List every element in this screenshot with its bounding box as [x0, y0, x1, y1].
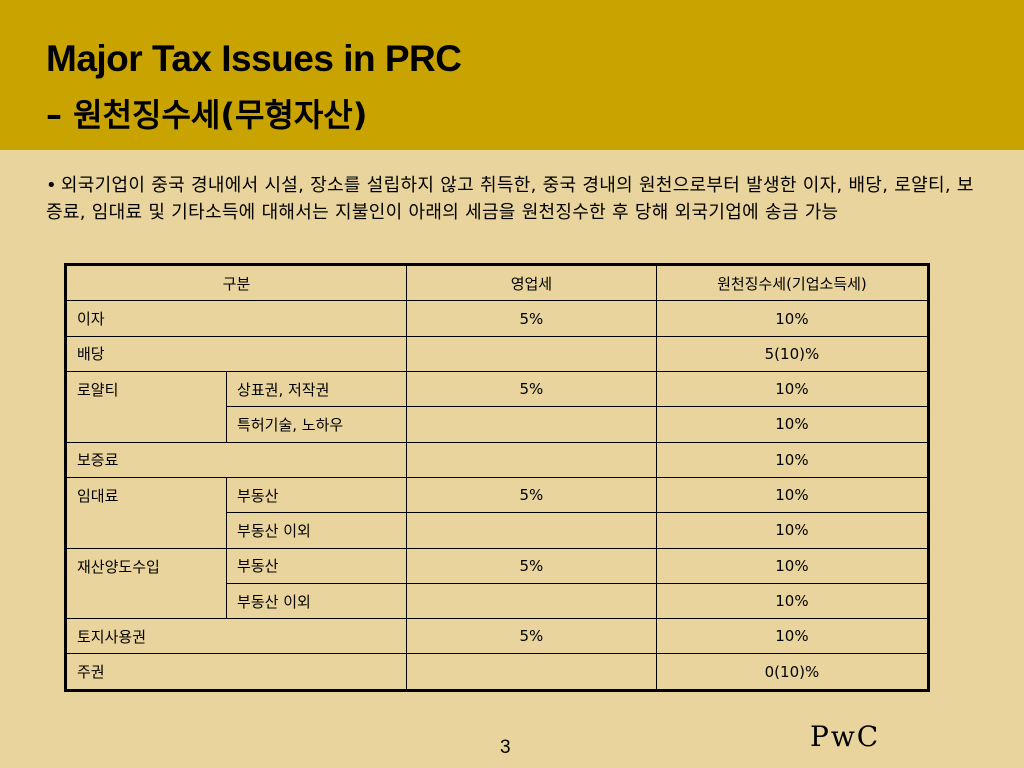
table-row: 보증료 10%	[65, 441, 930, 478]
table-row: 주권 0(10)%	[65, 653, 930, 691]
row-withholding-tax: 10%	[655, 406, 930, 443]
row-business-tax	[405, 653, 657, 691]
row-withholding-tax: 10%	[655, 441, 930, 478]
row-withholding-tax: 0(10)%	[655, 653, 930, 691]
table-header-row: 구분 영업세 원천징수세(기업소득세)	[65, 263, 930, 302]
bullet-paragraph: • 외국기업이 중국 경내에서 시설, 장소를 설립하지 않고 취득한, 중국 경…	[46, 172, 986, 226]
header-withholding-tax: 원천징수세(기업소득세)	[655, 263, 930, 302]
table-row: 토지사용권 5% 10%	[65, 618, 930, 655]
row-category: 배당	[65, 335, 407, 372]
row-withholding-tax: 10%	[655, 547, 930, 584]
table-row: 임대료 부동산 5% 10%	[64, 476, 930, 549]
row-withholding-tax: 10%	[655, 512, 930, 549]
row-business-tax	[405, 335, 657, 372]
row-withholding-tax: 10%	[655, 476, 930, 514]
row-subcategory: 부동산	[226, 547, 407, 584]
row-business-tax	[405, 406, 657, 443]
row-withholding-tax: 10%	[655, 582, 930, 620]
row-category: 이자	[65, 300, 407, 337]
table-row: 재산양도수입 부동산 5% 10%	[64, 547, 930, 620]
bullet-text: 외국기업이 중국 경내에서 시설, 장소를 설립하지 않고 취득한, 중국 경내…	[46, 175, 974, 223]
slide-subtitle: – 원천징수세(무형자산)	[46, 96, 368, 134]
pwc-logo: PwC	[810, 720, 881, 753]
row-withholding-tax: 10%	[655, 370, 930, 408]
row-subcategory: 상표권, 저작권	[226, 370, 407, 408]
title-band	[0, 0, 1024, 150]
row-withholding-tax: 10%	[655, 618, 930, 655]
row-category: 임대료	[64, 476, 228, 549]
row-category: 재산양도수입	[64, 547, 228, 620]
row-withholding-tax: 5(10)%	[655, 335, 930, 372]
row-business-tax: 5%	[405, 618, 657, 655]
row-category: 토지사용권	[65, 618, 407, 655]
row-subcategory: 부동산	[226, 476, 407, 514]
bullet-mark: •	[46, 175, 57, 196]
header-business-tax: 영업세	[405, 263, 657, 302]
row-subcategory: 부동산 이외	[226, 512, 407, 549]
table-row: 특허기술, 노하우 10%	[66, 406, 930, 443]
row-business-tax	[405, 512, 657, 549]
row-business-tax: 5%	[405, 547, 657, 584]
row-category: 보증료	[65, 441, 407, 478]
row-withholding-tax: 10%	[655, 300, 930, 337]
row-business-tax	[405, 582, 657, 620]
page-number: 3	[500, 737, 511, 758]
table-row: 로얄티 상표권, 저작권 5% 10%	[64, 370, 930, 443]
row-category: 주권	[65, 653, 407, 691]
table-row: 배당 5(10)%	[65, 335, 930, 372]
row-business-tax	[405, 441, 657, 478]
row-subcategory: 부동산 이외	[226, 582, 407, 620]
row-business-tax: 5%	[405, 476, 657, 514]
header-category: 구분	[65, 263, 407, 302]
slide-title: Major Tax Issues in PRC	[46, 38, 462, 79]
row-subcategory: 특허기술, 노하우	[226, 406, 407, 443]
row-category: 로얄티	[64, 370, 228, 443]
row-business-tax: 5%	[405, 300, 657, 337]
table-row: 이자 5% 10%	[65, 300, 930, 337]
withholding-tax-table: 구분 영업세 원천징수세(기업소득세) 이자 5% 10% 배당 5(10)% …	[64, 263, 930, 692]
row-business-tax: 5%	[405, 370, 657, 408]
